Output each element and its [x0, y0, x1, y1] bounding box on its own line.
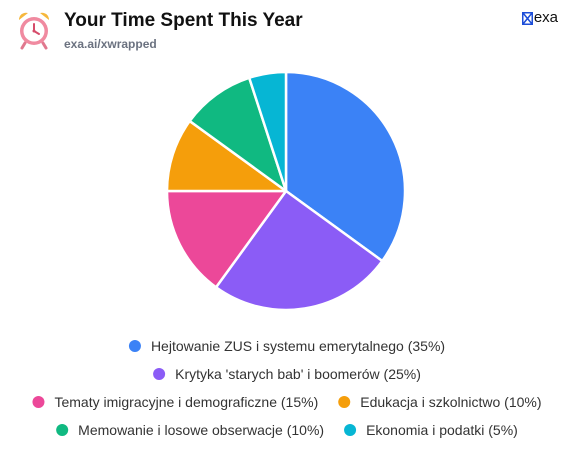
- legend-swatch-6: [344, 424, 357, 436]
- pie-slices: [165, 70, 407, 312]
- alarm-clock-icon: [18, 12, 50, 50]
- legend-item-5[interactable]: Memowanie i losowe obserwacje (10%): [56, 422, 324, 438]
- pie-slice-3[interactable]: [165, 189, 288, 289]
- legend-label-3: Tematy imigracyjne i demograficzne (15%): [54, 394, 318, 410]
- legend-label-2: Krytyka 'starych bab' i boomerów (25%): [175, 366, 421, 382]
- pie-slice-5[interactable]: [188, 76, 288, 193]
- legend-swatch-1: [128, 340, 141, 352]
- legend-swatch-4: [338, 396, 351, 408]
- legend-item-4[interactable]: Edukacja i szkolnictwo (10%): [338, 394, 542, 410]
- legend-item-1[interactable]: Hejtowanie ZUS i systemu emerytalnego (3…: [128, 338, 445, 354]
- pie-slice-2[interactable]: [214, 189, 384, 312]
- pie-slice-4[interactable]: [165, 119, 288, 193]
- brand-text: exa: [533, 9, 558, 26]
- legend-label-6: Ekonomia i podatki (5%): [366, 422, 518, 438]
- pie-slice-1[interactable]: [284, 70, 407, 263]
- page-subtitle: exa.ai/xwrapped: [64, 37, 157, 51]
- legend-swatch-2: [153, 368, 166, 380]
- legend-item-3[interactable]: Tematy imigracyjne i demograficzne (15%): [32, 394, 318, 410]
- legend-label-4: Edukacja i szkolnictwo (10%): [360, 394, 541, 410]
- legend-item-2[interactable]: Krytyka 'starych bab' i boomerów (25%): [153, 366, 421, 382]
- pie-slice-6[interactable]: [247, 70, 288, 193]
- legend-swatch-5: [56, 424, 69, 436]
- header: Your Time Spent This Year exa.ai/xwrappe…: [16, 10, 558, 54]
- brand-logo[interactable]: exa: [521, 9, 558, 26]
- legend-item-6[interactable]: Ekonomia i podatki (5%): [344, 422, 518, 438]
- legend-swatch-3: [32, 396, 45, 408]
- chart-legend: Hejtowanie ZUS i systemu emerytalnego (3…: [32, 338, 542, 438]
- legend-label-1: Hejtowanie ZUS i systemu emerytalnego (3…: [151, 338, 445, 354]
- page-title: Your Time Spent This Year: [64, 10, 303, 31]
- legend-label-5: Memowanie i losowe obserwacje (10%): [78, 422, 324, 438]
- exa-logo-icon: [521, 11, 533, 25]
